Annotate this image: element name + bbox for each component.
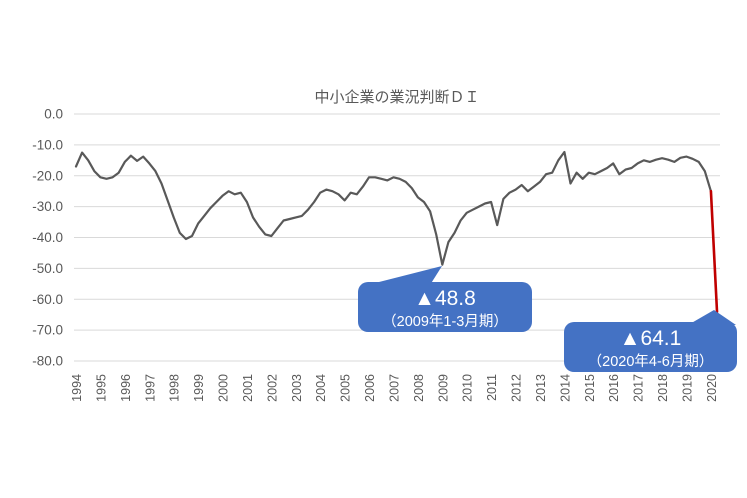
y-tick-label: -40.0 [32, 230, 63, 245]
x-tick-label: 2013 [534, 374, 548, 402]
y-tick-label: -50.0 [32, 261, 63, 276]
x-tick-label: 2016 [607, 374, 621, 402]
x-tick-label: 2014 [558, 374, 572, 402]
y-axis-labels: 0.0 -10.0 -20.0 -30.0 -40.0 -50.0 -60.0 -70.0 -8… [32, 107, 63, 369]
di-line [74, 150, 713, 266]
x-tick-label: 2009 [436, 374, 450, 402]
callout-box [358, 282, 532, 332]
x-tick-label: 1994 [70, 374, 84, 402]
x-tick-label: 1996 [119, 374, 133, 402]
y-tick-label: -80.0 [32, 354, 63, 369]
callout-value-label: ▲64.1 [620, 327, 682, 350]
x-tick-label: 2008 [412, 374, 426, 402]
x-tick-label: 2002 [265, 374, 279, 402]
x-tick-label: 2017 [632, 374, 646, 402]
callout-value-label: ▲48.8 [414, 287, 476, 310]
x-tick-label: 2001 [241, 374, 255, 402]
x-tick-label: 2011 [485, 374, 499, 401]
callout-box [564, 322, 737, 372]
y-tick-label: -60.0 [32, 292, 63, 307]
y-tick-label: -10.0 [32, 137, 63, 152]
x-tick-label: 2005 [339, 374, 353, 402]
x-tick-label: 2012 [510, 374, 524, 402]
x-tick-label: 1995 [94, 374, 108, 402]
data-series [74, 150, 719, 314]
x-axis-labels: 1994 1995 1996 1997 1998 1999 2000 2001 2002 2003… [70, 374, 719, 402]
x-tick-label: 1999 [192, 374, 206, 402]
x-tick-label: 1997 [143, 374, 157, 402]
y-tick-label: -30.0 [32, 199, 63, 214]
y-tick-label: 0.0 [44, 107, 63, 122]
covid-drop-line [709, 189, 719, 314]
y-tick-label: -20.0 [32, 168, 63, 183]
callout-period-label: （2009年1-3月期） [382, 313, 508, 330]
x-tick-label: 2018 [656, 374, 670, 402]
x-tick-label: 1998 [168, 374, 182, 402]
gridlines [74, 113, 720, 362]
callout-pointer [688, 310, 736, 325]
x-tick-label: 2007 [387, 374, 401, 402]
x-tick-label: 2015 [583, 374, 597, 402]
x-tick-label: 2019 [681, 374, 695, 402]
x-tick-label: 2010 [461, 374, 475, 402]
x-tick-label: 2006 [363, 374, 377, 402]
x-tick-label: 2003 [290, 374, 304, 402]
callout-period-label: （2020年4-6月期） [588, 353, 714, 370]
y-tick-label: -70.0 [32, 323, 63, 338]
x-tick-label: 2000 [217, 374, 231, 402]
callout-pointer [367, 266, 442, 285]
callout-2020: ▲64.1 （2020年4-6月期） [564, 310, 737, 372]
x-tick-label: 2004 [314, 374, 328, 402]
chart-title: 中小企業の業況判断ＤＩ [314, 88, 479, 106]
x-tick-label: 2020 [705, 374, 719, 402]
callouts: ▲48.8 （2009年1-3月期） ▲64.1 （2020年4-6月期） [358, 266, 737, 372]
callout-2009: ▲48.8 （2009年1-3月期） [358, 266, 532, 332]
